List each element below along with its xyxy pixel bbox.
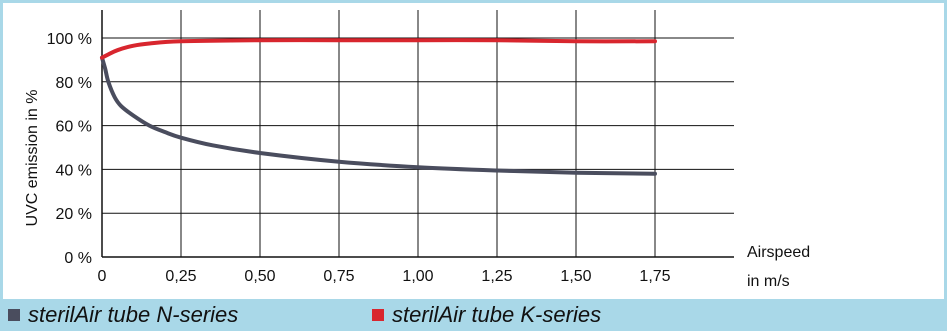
legend-swatch-n-series xyxy=(8,309,20,321)
x-tick-label: 0,75 xyxy=(323,268,354,285)
x-tick-label: 0,50 xyxy=(244,268,275,285)
y-tick-label: 20 % xyxy=(56,206,92,223)
y-tick-label: 0 % xyxy=(64,250,92,267)
x-axis-label-line2: in m/s xyxy=(747,273,790,290)
legend: sterilAir tube N-series sterilAir tube K… xyxy=(0,299,947,331)
y-axis-label: UVC emission in % xyxy=(24,90,41,227)
legend-label-k-series: sterilAir tube K-series xyxy=(392,302,602,327)
x-tick-label: 1,25 xyxy=(481,268,512,285)
y-tick-label: 100 % xyxy=(47,31,92,48)
grid-lines xyxy=(102,10,734,257)
axes xyxy=(101,10,734,258)
x-tick-label: 0 xyxy=(98,268,107,285)
x-tick-label: 1,75 xyxy=(639,268,670,285)
x-tick-label: 1,50 xyxy=(560,268,591,285)
series-line-n-series xyxy=(100,55,657,176)
x-axis-label-line1: Airspeed xyxy=(747,244,810,261)
legend-label-n-series: sterilAir tube N-series xyxy=(28,302,239,327)
y-tick-label: 80 % xyxy=(56,75,92,92)
tick-labels: 0 % 20 % 40 % 60 % 80 % 100 % 0 0,25 0,50 0,75 1,0… xyxy=(47,31,671,285)
y-tick-label: 60 % xyxy=(56,119,92,136)
chart-plot: 0 % 20 % 40 % 60 % 80 % 100 % 0 0,25 0,50 0,75 1,0… xyxy=(24,10,810,290)
x-tick-label: 0,25 xyxy=(165,268,196,285)
series-lines xyxy=(100,38,657,176)
legend-swatch-k-series xyxy=(372,309,384,321)
legend-item-n-series: sterilAir tube N-series xyxy=(8,299,238,331)
legend-item-k-series: sterilAir tube K-series xyxy=(372,299,601,331)
plot-background xyxy=(0,0,947,299)
x-tick-label: 1,00 xyxy=(402,268,433,285)
series-line-k-series xyxy=(100,38,657,60)
y-tick-label: 40 % xyxy=(56,162,92,179)
